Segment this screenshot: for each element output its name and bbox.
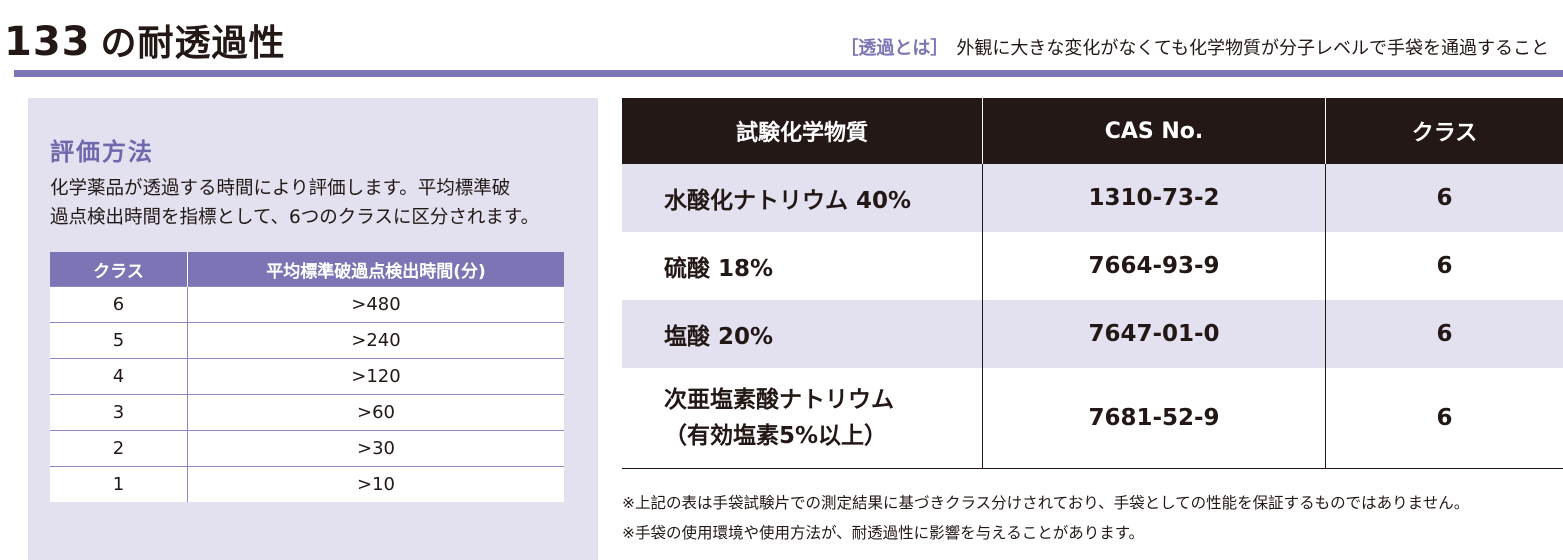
table-row: 次亜塩素酸ナトリウム （有効塩素5%以上） 7681-52-9 6 (622, 368, 1563, 469)
time-cell: >30 (187, 430, 564, 467)
time-cell: >10 (187, 466, 564, 502)
time-cell: >60 (187, 394, 564, 431)
class-criteria-table: クラス 平均標準破過点検出時間(分) 6 >480 5 >240 4 >120 3 >6… (50, 252, 564, 502)
table-row: 塩酸 20% 7647-01-0 6 (622, 300, 1563, 368)
chemical-results-table: 試験化学物質 CAS No. クラス 水酸化ナトリウム 40% 1310-73-… (622, 98, 1563, 469)
table-row: 1 >10 (50, 466, 564, 502)
cas-cell: 7681-52-9 (982, 368, 1326, 469)
table-row: 3 >60 (50, 394, 564, 431)
table-header-row: 試験化学物質 CAS No. クラス (622, 98, 1563, 164)
class-cell: 6 (1325, 232, 1563, 300)
permeation-definition: ［透過とは］ 外観に大きな変化がなくても化学物質が分子レベルで手袋を通過すること (840, 34, 1549, 60)
definition-label: ［透過とは］ (840, 38, 949, 59)
footnotes: ※上記の表は手袋試験片での測定結果に基づきクラス分けされており、手袋としての性能… (622, 488, 1469, 548)
method-heading: 評価方法 (50, 138, 154, 166)
class-cell: 6 (50, 286, 188, 323)
method-description-line: 化学薬品が透過する時間により評価します。平均標準破 (50, 178, 511, 199)
chemical-name-line: 次亜塩素酸ナトリウム (664, 387, 894, 413)
cas-cell: 7647-01-0 (982, 300, 1326, 368)
footnote: ※上記の表は手袋試験片での測定結果に基づきクラス分けされており、手袋としての性能… (622, 494, 1470, 512)
footnote: ※手袋の使用環境や使用方法が、耐透過性に影響を与えることがあります。 (622, 524, 1145, 542)
column-header-time: 平均標準破過点検出時間(分) (187, 252, 564, 287)
time-cell: >240 (187, 322, 564, 359)
chemical-cell: 次亜塩素酸ナトリウム （有効塩素5%以上） (622, 368, 983, 469)
evaluation-method-panel: 評価方法 化学薬品が透過する時間により評価します。平均標準破 過点検出時間を指標… (28, 98, 598, 560)
class-cell: 6 (1325, 300, 1563, 368)
chemical-cell: 水酸化ナトリウム 40% (622, 164, 983, 232)
page-title: 133 の耐透過性 (4, 14, 286, 66)
column-header-cas: CAS No. (982, 98, 1326, 164)
class-cell: 4 (50, 358, 188, 395)
column-header-chemical: 試験化学物質 (622, 98, 983, 164)
class-cell: 6 (1325, 368, 1563, 469)
class-cell: 5 (50, 322, 188, 359)
cas-cell: 7664-93-9 (982, 232, 1326, 300)
table-header-row: クラス 平均標準破過点検出時間(分) (50, 252, 564, 287)
method-description: 化学薬品が透過する時間により評価します。平均標準破 過点検出時間を指標として、6… (50, 174, 590, 232)
title-text: の耐透過性 (100, 23, 286, 64)
cas-cell: 1310-73-2 (982, 164, 1326, 232)
class-cell: 6 (1325, 164, 1563, 232)
table-row: 2 >30 (50, 430, 564, 467)
table-row: 5 >240 (50, 322, 564, 359)
time-cell: >480 (187, 286, 564, 323)
method-description-line: 過点検出時間を指標として、6つのクラスに区分されます。 (50, 207, 540, 228)
table-row: 硫酸 18% 7664-93-9 6 (622, 232, 1563, 300)
chemical-note-line: （有効塩素5%以上） (664, 423, 888, 449)
page-header: 133 の耐透過性 ［透過とは］ 外観に大きな変化がなくても化学物質が分子レベルで手… (0, 0, 1563, 78)
chemical-cell: 硫酸 18% (664, 256, 774, 282)
class-cell: 2 (50, 430, 188, 467)
definition-text: 外観に大きな変化がなくても化学物質が分子レベルで手袋を通過すること (956, 38, 1549, 59)
column-header-class: クラス (50, 252, 188, 287)
class-cell: 1 (50, 466, 188, 502)
column-header-class: クラス (1325, 98, 1563, 164)
chemical-cell: 塩酸 20% (622, 300, 983, 368)
table-row: 6 >480 (50, 286, 564, 323)
section-number: 133 (4, 19, 91, 65)
table-row: 水酸化ナトリウム 40% 1310-73-2 6 (622, 164, 1563, 232)
class-cell: 3 (50, 394, 188, 431)
table-row: 4 >120 (50, 358, 564, 395)
time-cell: >120 (187, 358, 564, 395)
header-divider (14, 70, 1563, 77)
